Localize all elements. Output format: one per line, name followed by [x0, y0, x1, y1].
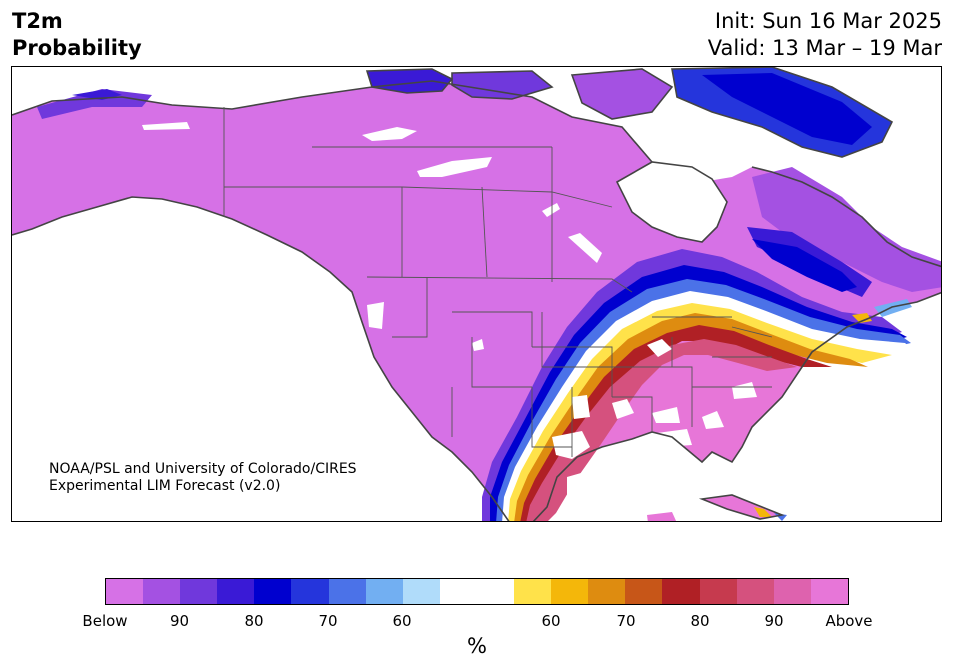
- init-date: Init: Sun 16 Mar 2025: [714, 9, 942, 33]
- colorbar-segment: [625, 579, 663, 604]
- colorbar-segment: [514, 579, 552, 604]
- band-warm-70: [514, 313, 868, 521]
- colorbar-tick-label: Below: [82, 612, 128, 630]
- colorbar-segment: [699, 579, 737, 604]
- colorbar-segment: [439, 579, 515, 604]
- probability-map: NOAA/PSL and University of Colorado/CIRE…: [11, 66, 942, 522]
- maritimes-warm: [852, 313, 872, 323]
- credit-line-1: NOAA/PSL and University of Colorado/CIRE…: [49, 461, 357, 477]
- colorbar-segment: [291, 579, 329, 604]
- title-metric: Probability: [12, 36, 142, 60]
- colorbar: [105, 578, 849, 605]
- colorbar-tick-label: 60: [541, 612, 561, 630]
- colorbar-tick-label: 80: [244, 612, 264, 630]
- colorbar-segment: [217, 579, 255, 604]
- quebec-core: [752, 239, 857, 292]
- colorbar-segment: [588, 579, 626, 604]
- colorbar-segment: [106, 579, 144, 604]
- credit-line-2: Experimental LIM Forecast (v2.0): [49, 478, 281, 494]
- colorbar-segment: [254, 579, 292, 604]
- chart-title: T2m Probability: [12, 8, 142, 62]
- borders: [223, 107, 773, 457]
- baffin-core: [702, 73, 872, 145]
- maritimes-blue: [874, 299, 912, 317]
- colorbar-tick-label: 80: [690, 612, 710, 630]
- colorbar-segment: [662, 579, 700, 604]
- band-cold-70: [482, 249, 902, 521]
- quebec-gradient: [752, 167, 941, 292]
- band-warm-90: [526, 339, 797, 521]
- arctic-islands: [367, 69, 452, 93]
- cuba-warm-edge: [754, 507, 772, 517]
- valid-range: Valid: 13 Mar – 19 Mar: [707, 36, 942, 60]
- map-canvas: [12, 67, 941, 521]
- hudson-bay: [617, 162, 727, 242]
- credit: NOAA/PSL and University of Colorado/CIRE…: [49, 461, 357, 495]
- colorbar-segment: [551, 579, 589, 604]
- colorbar-tick-label: 90: [764, 612, 784, 630]
- band-warm-60: [508, 303, 892, 521]
- colorbar-unit: %: [467, 634, 487, 658]
- colorbar-tick-label: 60: [392, 612, 412, 630]
- colorbar-tick-label: 90: [169, 612, 190, 630]
- arctic-islands-3: [572, 69, 672, 119]
- colorbar-segment: [736, 579, 774, 604]
- colorbar-tick-label: 70: [318, 612, 338, 630]
- colorbar-segment: [402, 579, 440, 604]
- arctic-islands-2: [452, 71, 552, 99]
- colorbar-segment: [143, 579, 181, 604]
- colorbar-segment: [773, 579, 811, 604]
- yucatan: [647, 512, 677, 521]
- colorbar-segment: [180, 579, 218, 604]
- coastlines: [12, 67, 941, 521]
- colorbar-ticks: Below 90 80 70 60 60 70 80 90 Above: [0, 612, 954, 632]
- colorbar-segment: [328, 579, 366, 604]
- forecast-dates: Init: Sun 16 Mar 2025 Valid: 13 Mar – 19…: [708, 8, 942, 62]
- no-signal-patches: [142, 122, 757, 499]
- colorbar-tick-label: 70: [616, 612, 636, 630]
- colorbar-tick-label: Above: [825, 612, 873, 630]
- colorbar-segment: [810, 579, 848, 604]
- colorbar-segment: [365, 579, 403, 604]
- title-variable: T2m: [12, 9, 63, 33]
